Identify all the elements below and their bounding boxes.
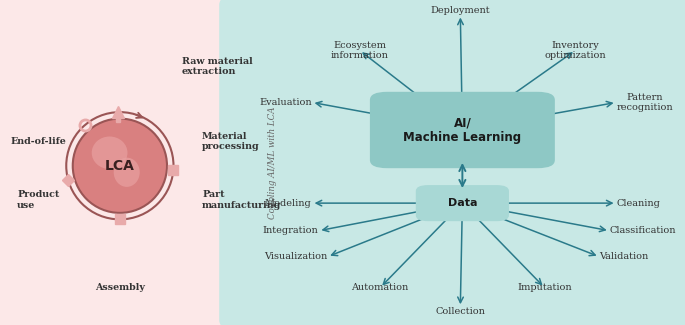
- Text: Product
use: Product use: [17, 190, 60, 210]
- Ellipse shape: [73, 119, 167, 213]
- Text: Raw material
extraction: Raw material extraction: [182, 57, 252, 76]
- Text: Integration: Integration: [263, 226, 319, 235]
- Text: LCA: LCA: [105, 159, 135, 173]
- Text: Classification: Classification: [610, 226, 676, 235]
- Text: Modeling: Modeling: [265, 199, 312, 208]
- Text: Material
processing: Material processing: [202, 132, 260, 151]
- Text: Collection: Collection: [436, 307, 485, 316]
- Text: Evaluation: Evaluation: [259, 98, 312, 107]
- Text: Inventory
optimization: Inventory optimization: [545, 41, 606, 60]
- Text: Part
manufacturing: Part manufacturing: [202, 190, 282, 210]
- Text: Validation: Validation: [599, 252, 649, 261]
- Ellipse shape: [114, 158, 140, 187]
- Text: Deployment: Deployment: [430, 6, 490, 15]
- Text: Coupling AI/ML with LCA: Coupling AI/ML with LCA: [268, 106, 277, 219]
- Text: Ecosystem
information: Ecosystem information: [331, 41, 388, 60]
- FancyBboxPatch shape: [219, 0, 685, 325]
- FancyBboxPatch shape: [370, 92, 555, 168]
- Text: Imputation: Imputation: [517, 283, 572, 292]
- Text: Cleaning: Cleaning: [616, 199, 660, 208]
- Text: Assembly: Assembly: [95, 283, 145, 292]
- Text: Automation: Automation: [351, 283, 409, 292]
- Text: AI/
Machine Learning: AI/ Machine Learning: [403, 116, 521, 144]
- FancyBboxPatch shape: [416, 185, 509, 221]
- Text: Pattern
recognition: Pattern recognition: [616, 93, 673, 112]
- Ellipse shape: [92, 136, 127, 169]
- FancyBboxPatch shape: [0, 0, 346, 325]
- Text: Data: Data: [447, 198, 477, 208]
- Text: End-of-life: End-of-life: [10, 137, 66, 146]
- Text: Visualization: Visualization: [264, 252, 327, 261]
